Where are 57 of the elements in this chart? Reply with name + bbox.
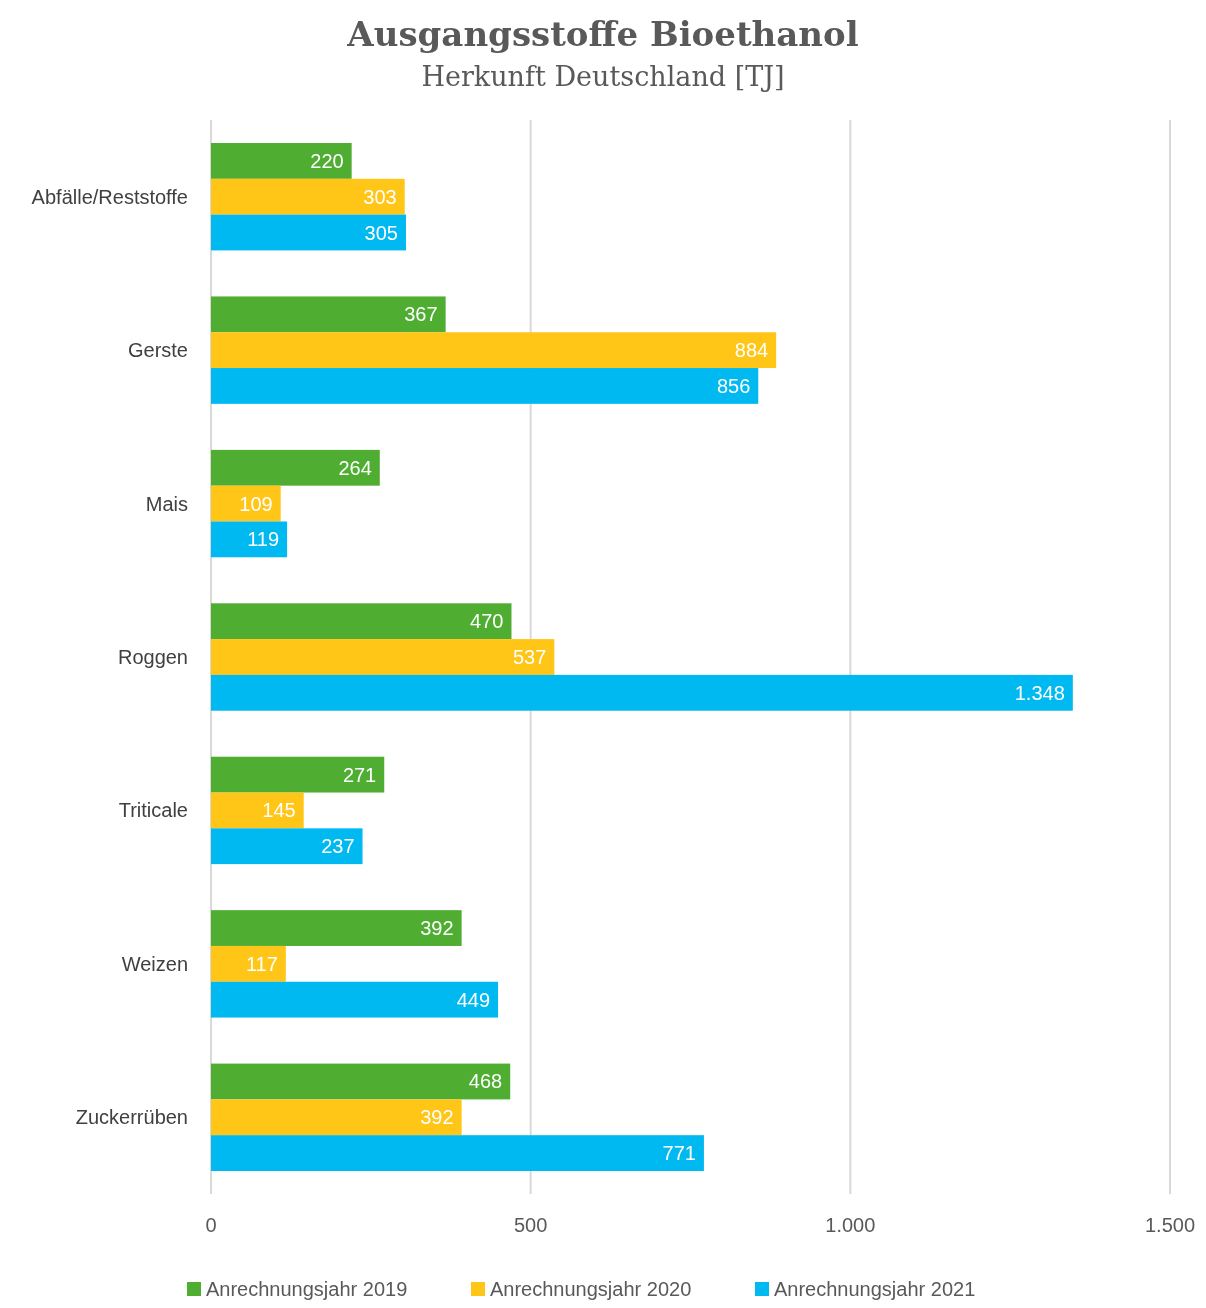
data-label: 884 [734,339,769,362]
bar [211,756,385,793]
data-label: 303 [363,185,397,208]
x-tick-label: 0 [205,1214,217,1236]
x-tick-label: 1.500 [1144,1214,1196,1236]
bar [211,1135,704,1171]
bar [211,945,286,982]
bar [211,214,406,251]
data-label: 537 [512,646,547,668]
data-label: 1.348 [1014,681,1065,704]
x-tick-label: 1.000 [825,1214,876,1236]
data-label: 468 [468,1070,503,1093]
bar [211,332,777,369]
bar [211,368,759,404]
data-label: 367 [404,303,438,326]
y-tick-label: Zuckerrüben [75,1106,188,1129]
bar [211,981,499,1018]
bar [211,1063,511,1100]
y-tick-label: Mais [145,492,188,515]
bar [211,143,352,179]
bar [211,603,512,640]
x-tick-label: 500 [513,1214,548,1236]
bar [211,1099,462,1136]
legend-label: Anrechnungsjahr 2021 [774,1278,976,1300]
data-label: 119 [247,528,280,551]
bar [211,828,363,865]
y-tick-label: Weizen [121,952,188,975]
data-label: 856 [716,374,751,397]
y-tick-label: Triticale [118,799,188,822]
data-label: 271 [342,763,377,786]
legend-label: Anrechnungsjahr 2020 [490,1278,692,1300]
bar [211,521,288,558]
bar [211,792,304,829]
data-label: 220 [310,149,344,172]
chart-title: Ausgangsstoffe Bioethanol [346,14,859,54]
data-label: 392 [420,917,454,940]
data-label: 117 [245,952,278,975]
data-label: 305 [364,221,398,244]
chart-subtitle: Herkunft Deutschland [TJ] [421,61,785,92]
data-label: 470 [470,610,504,633]
bar [211,674,1073,711]
data-label: 771 [662,1142,696,1165]
bar [211,910,462,946]
y-tick-label: Abfälle/Reststoffe [31,185,188,208]
legend-label: Anrechnungsjahr 2019 [206,1278,408,1300]
bar [211,449,380,486]
data-label: 109 [239,492,273,515]
data-label: 237 [321,835,355,858]
data-label: 264 [338,456,372,479]
data-label: 145 [262,799,296,822]
bar [211,639,555,675]
y-tick-label: Roggen [117,646,188,668]
y-tick-label: Gerste [127,339,188,362]
bar [211,178,405,215]
data-label: 449 [456,988,491,1011]
bar [211,296,446,333]
data-label: 392 [420,1106,454,1129]
